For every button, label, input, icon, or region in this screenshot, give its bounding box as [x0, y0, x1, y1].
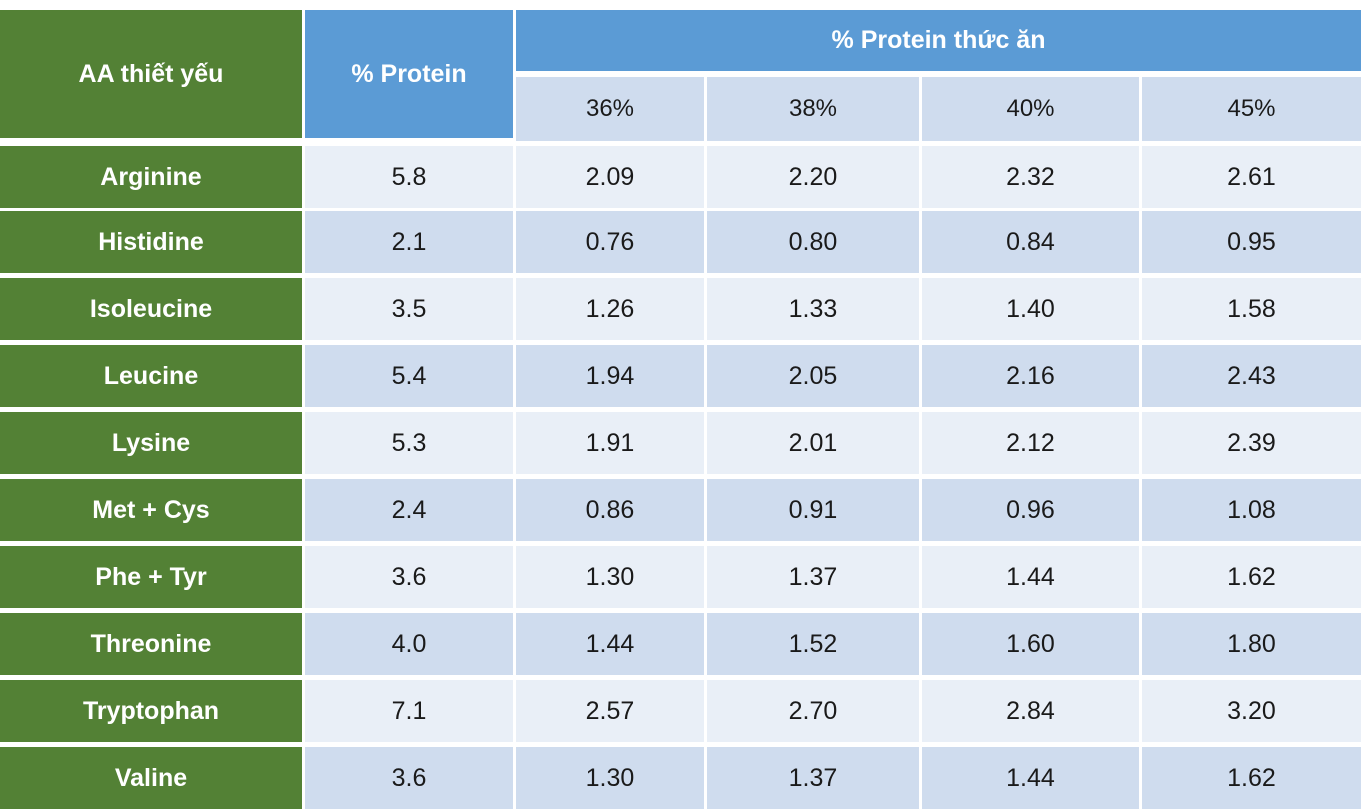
header-feed-protein: % Protein thức ăn	[516, 10, 1361, 71]
level-value: 1.58	[1142, 278, 1361, 340]
header-level-40: 40%	[922, 77, 1139, 141]
row-label: Isoleucine	[0, 278, 302, 340]
level-value: 1.91	[516, 412, 704, 474]
protein-value: 3.6	[305, 546, 513, 608]
protein-value: 5.8	[305, 146, 513, 208]
protein-value: 3.6	[305, 747, 513, 809]
header-level-36: 36%	[516, 77, 704, 141]
level-value: 1.60	[922, 613, 1139, 675]
level-value: 1.80	[1142, 613, 1361, 675]
protein-value: 2.1	[305, 211, 513, 273]
protein-value: 3.5	[305, 278, 513, 340]
row-label: Arginine	[0, 146, 302, 208]
level-value: 2.57	[516, 680, 704, 742]
level-value: 0.80	[707, 211, 919, 273]
level-value: 2.32	[922, 146, 1139, 208]
level-value: 2.01	[707, 412, 919, 474]
header-protein: % Protein	[305, 10, 513, 138]
level-value: 1.30	[516, 546, 704, 608]
header-aa: AA thiết yếu	[0, 10, 302, 138]
level-value: 1.37	[707, 546, 919, 608]
row-label: Tryptophan	[0, 680, 302, 742]
level-value: 1.44	[516, 613, 704, 675]
level-value: 2.09	[516, 146, 704, 208]
protein-value: 4.0	[305, 613, 513, 675]
level-value: 1.26	[516, 278, 704, 340]
level-value: 2.61	[1142, 146, 1361, 208]
row-label: Phe + Tyr	[0, 546, 302, 608]
level-value: 2.70	[707, 680, 919, 742]
level-value: 2.84	[922, 680, 1139, 742]
row-label: Valine	[0, 747, 302, 809]
level-value: 1.62	[1142, 747, 1361, 809]
protein-value: 5.3	[305, 412, 513, 474]
protein-value: 7.1	[305, 680, 513, 742]
level-value: 2.05	[707, 345, 919, 407]
level-value: 1.40	[922, 278, 1139, 340]
level-value: 2.39	[1142, 412, 1361, 474]
level-value: 0.86	[516, 479, 704, 541]
row-label: Histidine	[0, 211, 302, 273]
level-value: 1.30	[516, 747, 704, 809]
row-label: Threonine	[0, 613, 302, 675]
level-value: 0.84	[922, 211, 1139, 273]
level-value: 1.44	[922, 546, 1139, 608]
level-value: 0.96	[922, 479, 1139, 541]
protein-value: 5.4	[305, 345, 513, 407]
level-value: 0.76	[516, 211, 704, 273]
level-value: 2.16	[922, 345, 1139, 407]
level-value: 0.95	[1142, 211, 1361, 273]
level-value: 1.62	[1142, 546, 1361, 608]
row-label: Lysine	[0, 412, 302, 474]
row-label: Met + Cys	[0, 479, 302, 541]
header-level-45: 45%	[1142, 77, 1361, 141]
row-label: Leucine	[0, 345, 302, 407]
level-value: 3.20	[1142, 680, 1361, 742]
level-value: 1.33	[707, 278, 919, 340]
header-level-38: 38%	[707, 77, 919, 141]
level-value: 1.44	[922, 747, 1139, 809]
level-value: 0.91	[707, 479, 919, 541]
level-value: 1.37	[707, 747, 919, 809]
level-value: 2.12	[922, 412, 1139, 474]
level-value: 1.94	[516, 345, 704, 407]
level-value: 2.20	[707, 146, 919, 208]
level-value: 1.08	[1142, 479, 1361, 541]
protein-value: 2.4	[305, 479, 513, 541]
level-value: 1.52	[707, 613, 919, 675]
level-value: 2.43	[1142, 345, 1361, 407]
